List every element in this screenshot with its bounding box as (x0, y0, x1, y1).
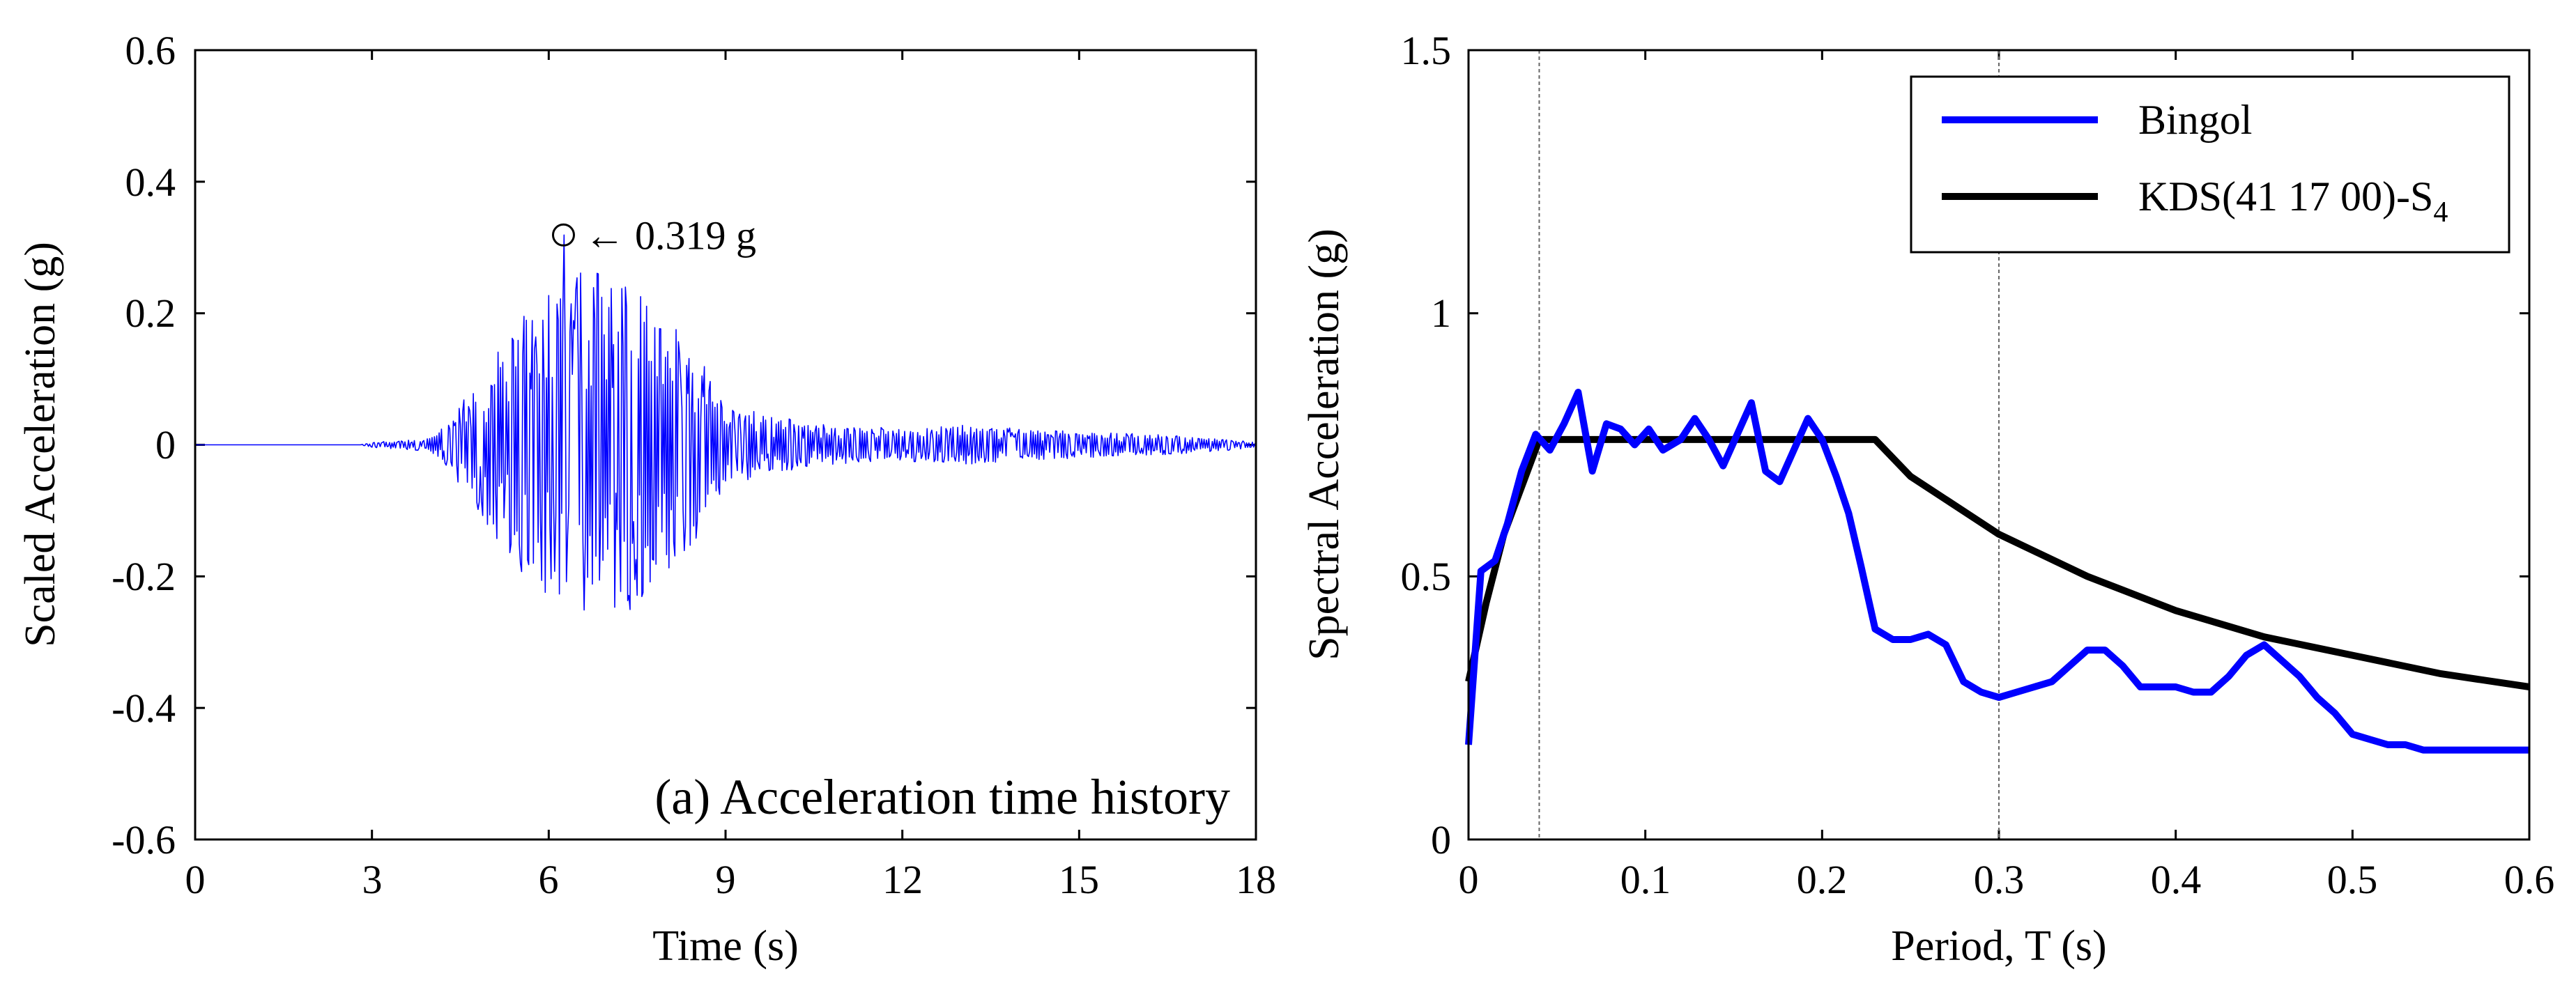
legend-label-bingol: Bingol (2138, 97, 2252, 143)
y-tick-label-1: 1 (1431, 291, 1451, 336)
x-tick-label-0.2: 0.2 (1797, 857, 1848, 902)
peak-annotation: ← 0.319 g (584, 212, 756, 258)
legend-label-kds-main: KDS(41 17 00)-S (2138, 173, 2433, 219)
scaled-acceleration-axis-label: Scaled Acceleration (g) (17, 242, 64, 647)
y-tick-label-0: 0 (1431, 817, 1451, 862)
legend: Bingol KDS(41 17 00)-S4 (1910, 75, 2510, 254)
x-tick-label-3: 3 (362, 857, 383, 902)
y-tick-label-0.4: 0.4 (125, 160, 176, 205)
spectrum-plot-frame (1467, 49, 2531, 841)
x-tick-label-0.3: 0.3 (1974, 857, 2025, 902)
time-history-chart: 0.6 0.4 0.2 0 -0.2 -0.4 -0.6 0 3 6 9 12 … (17, 28, 1276, 970)
y-tick-label-0.5: 0.5 (1401, 554, 1452, 599)
time-history-plot-frame (194, 49, 1257, 841)
response-spectrum-chart: 1.5 1 0.5 0 0 0.1 0.2 0.3 0.4 0.5 0.6 Pe… (1301, 28, 2554, 970)
period-axis-label: Period, T (s) (1891, 922, 2106, 970)
x-tick-label-0.1: 0.1 (1620, 857, 1671, 902)
peak-marker (551, 223, 575, 247)
y-tick-label-0.2: 0.2 (125, 291, 176, 336)
x-tick-label-0.4: 0.4 (2151, 857, 2202, 902)
spectral-acceleration-axis-label: Spectral Acceleration (g) (1301, 229, 1348, 660)
y-tick-label-0.6: 0.6 (125, 28, 176, 73)
acceleration-trace (195, 234, 1257, 611)
x-tick-label-9: 9 (716, 857, 736, 902)
y-tick-label-1.5: 1.5 (1401, 28, 1452, 73)
y-tick-label-neg0.2: -0.2 (112, 554, 176, 599)
x-tick-label-12: 12 (882, 857, 923, 902)
y-tick-label-neg0.4: -0.4 (112, 686, 176, 731)
time-axis-label: Time (s) (652, 922, 799, 970)
x-tick-label-0.5: 0.5 (2327, 857, 2378, 902)
panel-a-caption: (a) Acceleration time history (654, 769, 1230, 825)
legend-box (1910, 75, 2510, 254)
x-tick-label-6: 6 (539, 857, 559, 902)
y-tick-label-neg0.6: -0.6 (112, 817, 176, 862)
x-tick-label-15: 15 (1059, 857, 1099, 902)
x-tick-label-0.6: 0.6 (2504, 857, 2555, 902)
y-tick-label-0: 0 (155, 422, 176, 467)
x-tick-label-0: 0 (1459, 857, 1479, 902)
legend-label-kds-subscript: 4 (2433, 196, 2448, 229)
x-tick-label-18: 18 (1236, 857, 1276, 902)
x-tick-label-0: 0 (185, 857, 206, 902)
legend-label-kds: KDS(41 17 00)-S4 (2138, 173, 2448, 229)
bingol-spectrum-line (1465, 389, 2529, 754)
